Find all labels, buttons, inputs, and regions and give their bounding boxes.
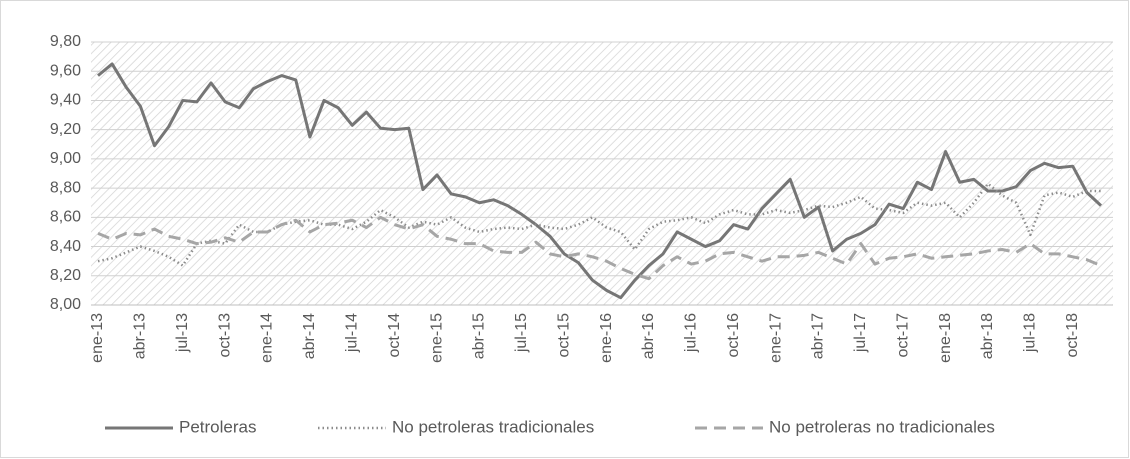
x-tick-label: ene-17	[767, 313, 784, 363]
y-tick-label: 9,40	[50, 92, 81, 109]
x-tick-label: oct-16	[725, 313, 742, 358]
x-tick-label: jul-17	[852, 313, 869, 353]
series-line	[97, 62, 1103, 300]
x-tick-label: jul-14	[344, 313, 361, 353]
x-tick-label: jul-18	[1022, 313, 1039, 353]
x-tick-label: oct-13	[216, 313, 233, 358]
x-tick-label: ene-18	[937, 313, 954, 363]
x-tick-label: jul-13	[174, 313, 191, 353]
x-tick-label: ene-15	[428, 313, 445, 363]
x-tick-label: oct-15	[555, 313, 572, 358]
y-tick-label: 8,20	[50, 267, 81, 284]
x-tick-label: ene-13	[89, 313, 106, 363]
y-tick-label: 8,00	[50, 296, 81, 313]
x-tick-label: jul-15	[513, 313, 530, 353]
x-tick-label: jul-16	[683, 313, 700, 353]
y-tick-label: 9,20	[50, 121, 81, 138]
y-tick-label: 9,80	[50, 33, 81, 50]
plot-area	[91, 42, 1113, 305]
y-tick-label: 8,60	[50, 209, 81, 226]
legend-label: No petroleras no tradicionales	[769, 417, 995, 436]
x-tick-label: oct-18	[1064, 313, 1081, 358]
x-tick-label: abr-13	[132, 313, 149, 359]
x-tick-label: oct-17	[894, 313, 911, 358]
x-tick-label: abr-17	[810, 313, 827, 359]
series-line	[97, 215, 1102, 281]
legend-label: Petroleras	[179, 417, 256, 436]
x-tick-label: oct-14	[386, 313, 403, 358]
x-tick-label: abr-14	[301, 313, 318, 359]
y-tick-label: 8,80	[50, 179, 81, 196]
x-tick-label: abr-16	[640, 313, 657, 359]
x-tick-label: abr-18	[979, 313, 996, 359]
legend-label: No petroleras tradicionales	[392, 417, 594, 436]
y-tick-label: 9,60	[50, 62, 81, 79]
y-tick-label: 8,40	[50, 238, 81, 255]
x-tick-label: abr-15	[471, 313, 488, 359]
y-tick-label: 9,00	[50, 150, 81, 167]
x-tick-label: ene-14	[259, 313, 276, 363]
x-tick-label: ene-16	[598, 313, 615, 363]
